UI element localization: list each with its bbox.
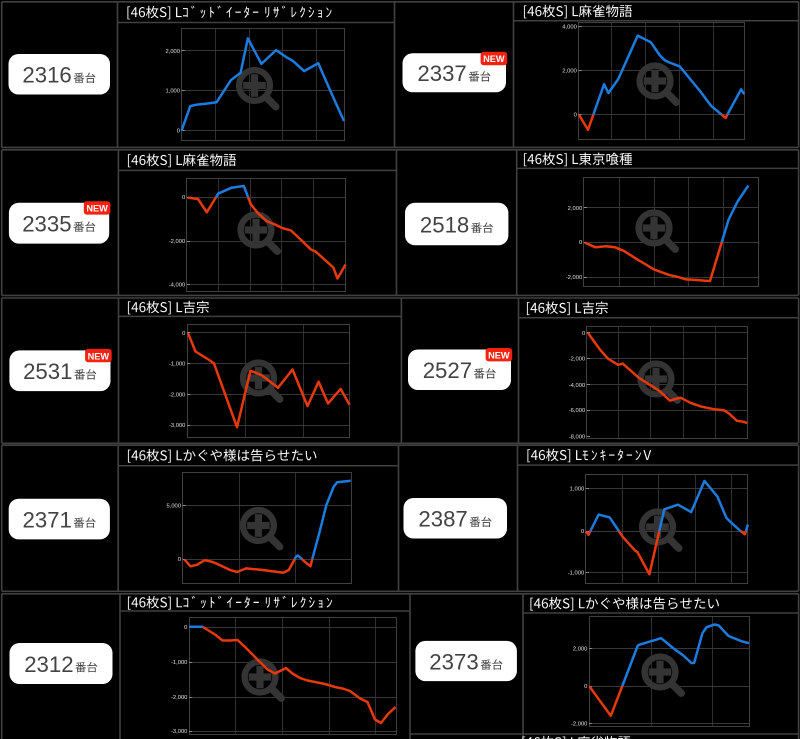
- svg-text:2387: 2387: [418, 507, 467, 532]
- svg-text:2373: 2373: [429, 649, 478, 674]
- svg-text:NEW: NEW: [488, 350, 510, 360]
- svg-text:-2,000: -2,000: [569, 357, 585, 363]
- svg-text:2518: 2518: [420, 212, 469, 237]
- svg-text:0: 0: [182, 195, 185, 201]
- svg-text:2527: 2527: [423, 358, 472, 383]
- svg-text:2,000: 2,000: [568, 206, 583, 212]
- svg-text:-3,000: -3,000: [169, 423, 185, 429]
- svg-text:-1,000: -1,000: [169, 362, 185, 368]
- svg-text:-1,000: -1,000: [171, 660, 187, 666]
- svg-text:0: 0: [184, 625, 187, 631]
- svg-text:2531: 2531: [23, 359, 72, 384]
- svg-text:-2,000: -2,000: [171, 695, 187, 701]
- svg-text:NEW: NEW: [86, 204, 108, 214]
- svg-text:2371: 2371: [23, 507, 72, 532]
- svg-text:2316: 2316: [22, 63, 71, 88]
- svg-text:-8,000: -8,000: [569, 435, 585, 441]
- svg-text:-6,000: -6,000: [569, 408, 585, 414]
- svg-text:0: 0: [584, 684, 587, 690]
- svg-text:-1,000: -1,000: [568, 571, 584, 577]
- svg-text:0: 0: [581, 529, 584, 535]
- svg-text:2312: 2312: [24, 652, 73, 677]
- svg-text:1,000: 1,000: [570, 487, 585, 493]
- svg-text:-4,000: -4,000: [569, 383, 585, 389]
- svg-text:5,000: 5,000: [166, 504, 181, 510]
- svg-text:-2,000: -2,000: [571, 722, 587, 728]
- svg-text:0: 0: [579, 240, 582, 246]
- svg-text:2337: 2337: [417, 61, 466, 86]
- svg-text:0: 0: [582, 331, 585, 337]
- svg-text:-3,000: -3,000: [171, 729, 187, 735]
- svg-text:2,000: 2,000: [562, 69, 577, 75]
- svg-text:0: 0: [178, 557, 181, 563]
- svg-text:-2,000: -2,000: [566, 275, 582, 281]
- svg-text:NEW: NEW: [483, 54, 505, 64]
- svg-text:2335: 2335: [22, 211, 71, 236]
- svg-text:0: 0: [177, 129, 180, 135]
- svg-text:-4,000: -4,000: [169, 282, 185, 288]
- svg-text:-2,000: -2,000: [169, 239, 185, 245]
- svg-text:0: 0: [182, 331, 185, 337]
- svg-text:2,000: 2,000: [573, 647, 588, 653]
- svg-text:2,000: 2,000: [165, 49, 180, 55]
- svg-text:-2,000: -2,000: [169, 392, 185, 398]
- svg-text:1,000: 1,000: [165, 89, 180, 95]
- svg-text:0: 0: [574, 113, 577, 119]
- svg-text:NEW: NEW: [88, 351, 110, 361]
- svg-text:4,000: 4,000: [562, 24, 577, 30]
